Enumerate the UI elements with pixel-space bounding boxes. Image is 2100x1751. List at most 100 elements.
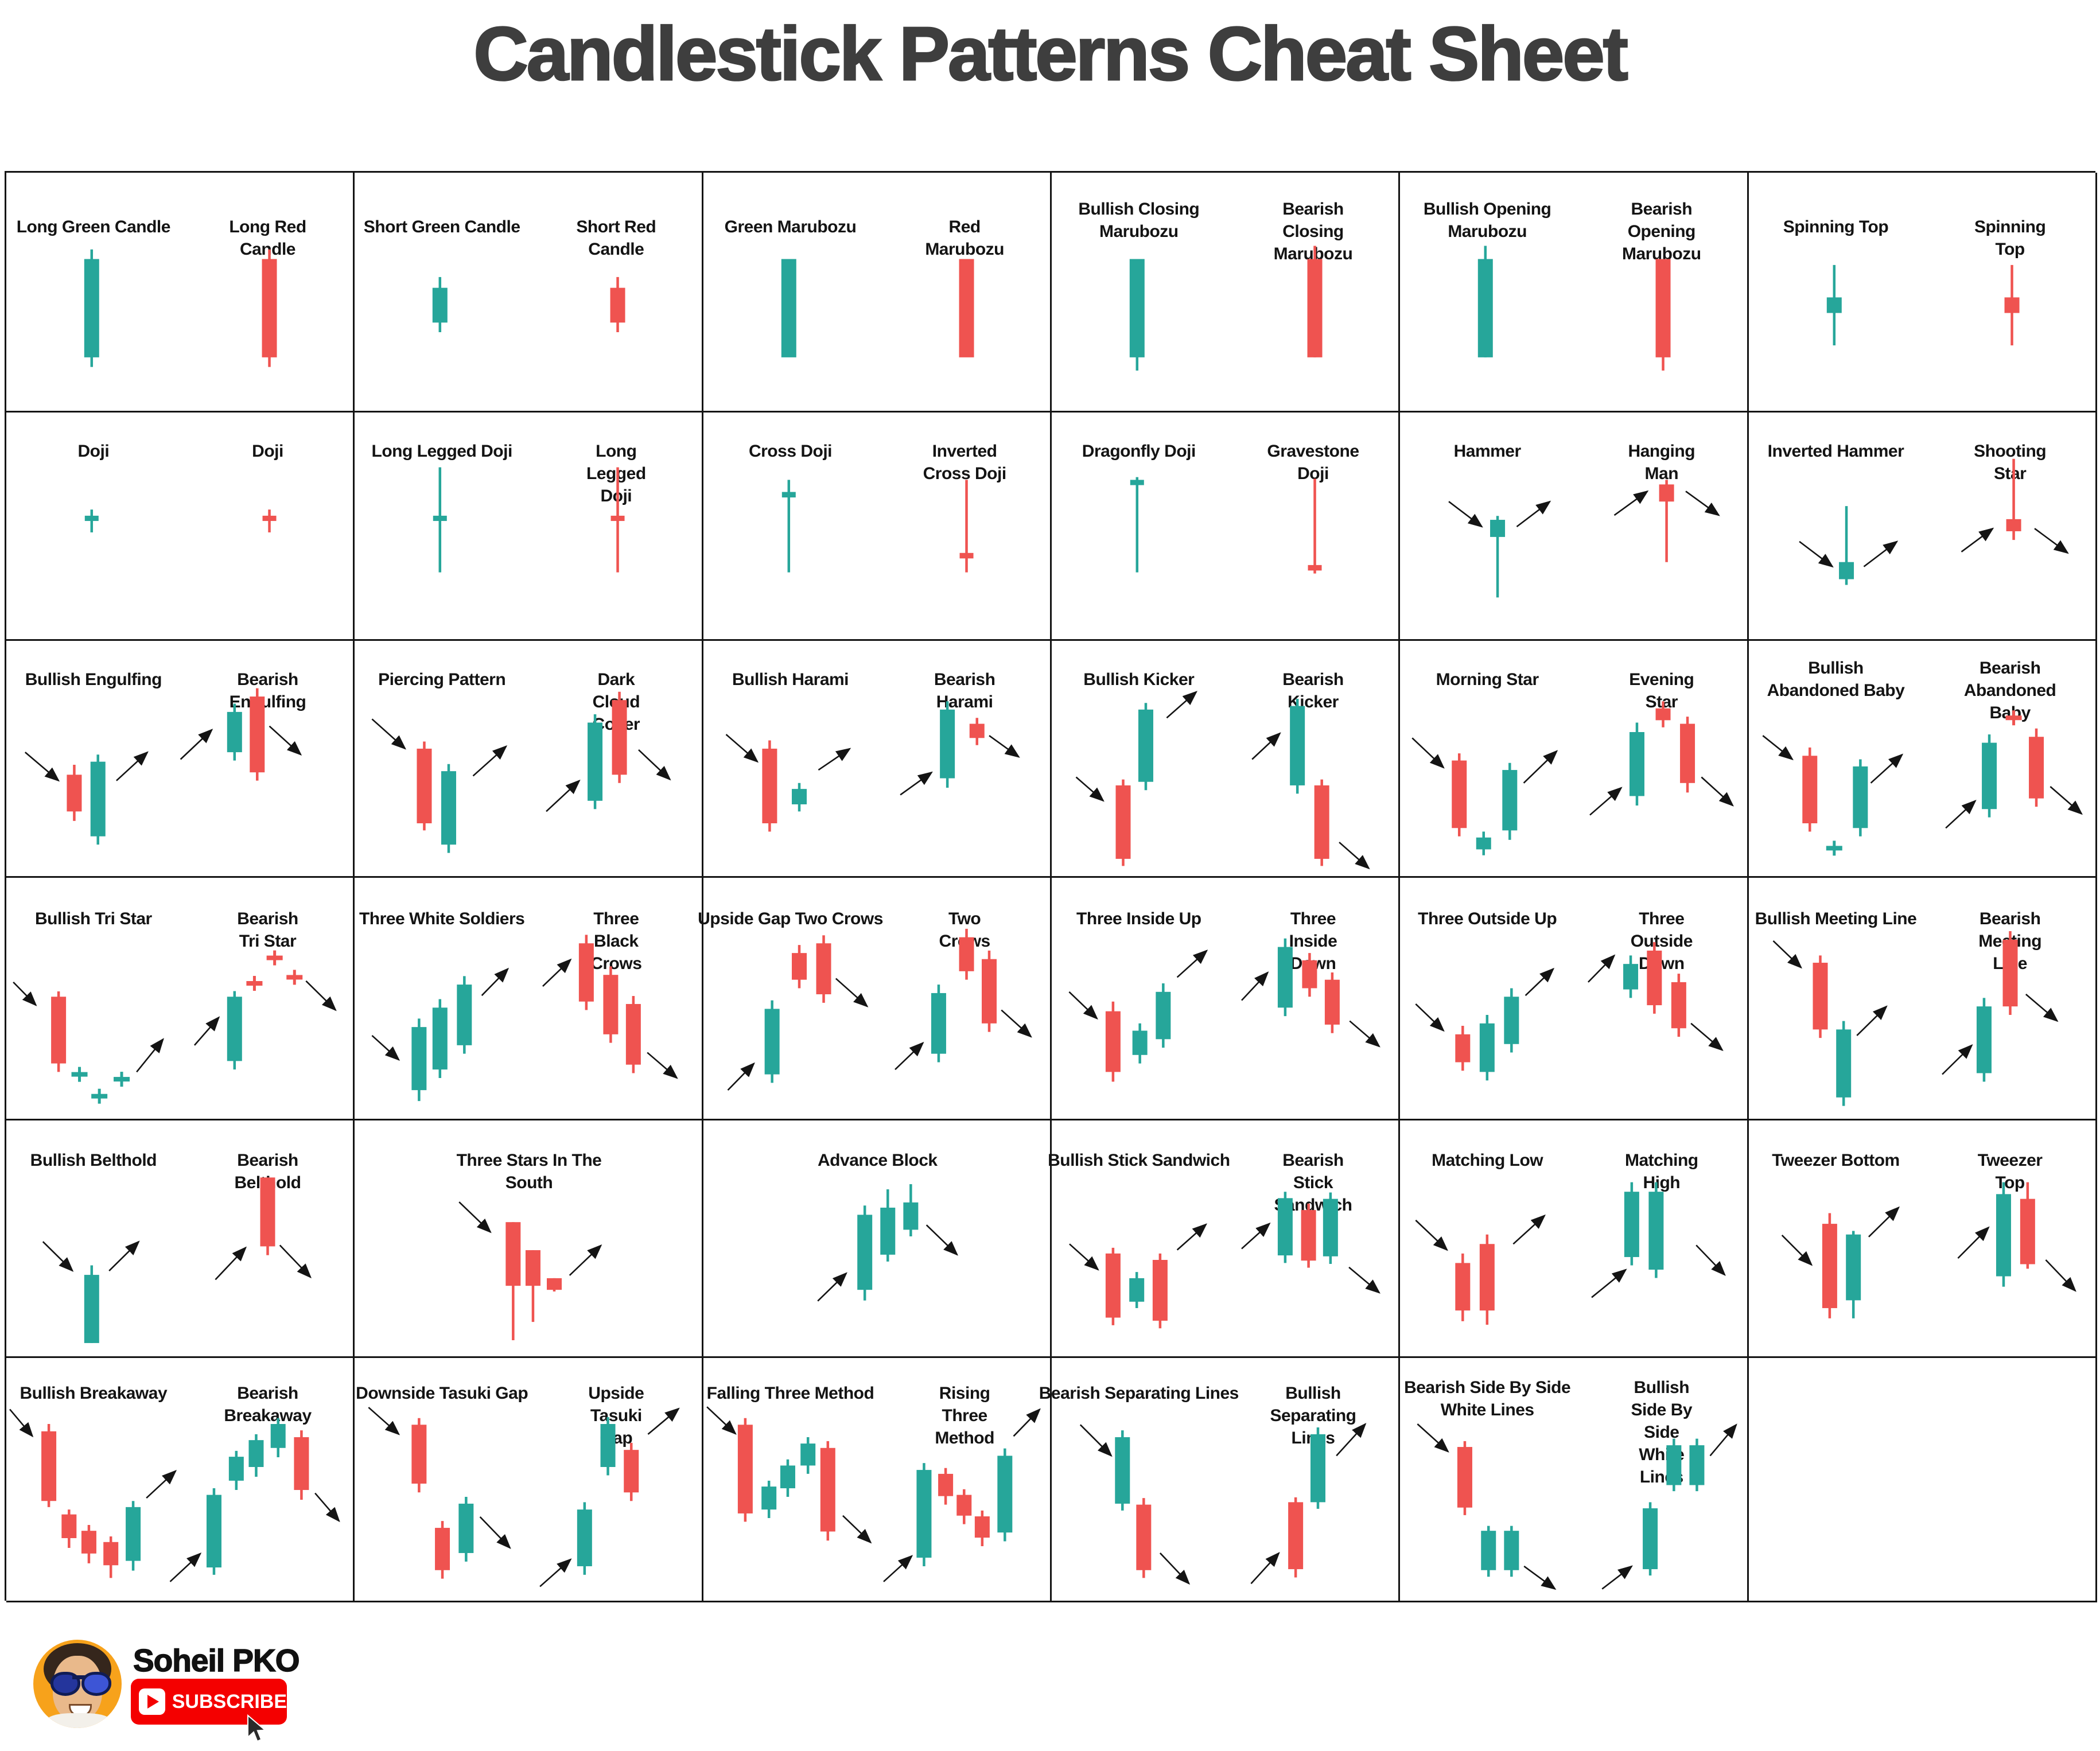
candle-body (84, 259, 99, 357)
pattern-canvas (1068, 938, 1380, 1082)
candle-body (1156, 991, 1171, 1040)
trend-arrow-down (1075, 776, 1105, 802)
trend-arrow-down (2045, 1259, 2076, 1292)
pattern-canvas (1075, 691, 1370, 870)
pattern-cell: Matching Low Matching High (1400, 1120, 1749, 1358)
pattern-canvas (1411, 701, 1735, 855)
doji-cross (91, 1094, 108, 1099)
candle-body (248, 1440, 264, 1467)
trend-arrow-up (546, 779, 581, 812)
candle-body (90, 761, 106, 836)
candle-body (2002, 939, 2018, 1007)
pattern-label: Spinning Top (1783, 217, 1889, 236)
candle-body (1502, 770, 1518, 831)
trend-arrow-up (900, 771, 933, 796)
candle-body (1308, 565, 1322, 571)
pattern-label: Advance Block (818, 1151, 938, 1170)
trend-arrow-down (1762, 735, 1794, 761)
candle-body (2006, 519, 2021, 531)
trend-arrow-up (1856, 1005, 1888, 1036)
candle-body (1504, 997, 1519, 1044)
candle-body (761, 1487, 776, 1510)
candle-body (880, 1207, 895, 1255)
trend-arrow-down (1701, 776, 1735, 807)
candle-body (41, 1431, 57, 1501)
avatar-shape (72, 1675, 85, 1679)
candle-body (1976, 1006, 1992, 1073)
candle-body (959, 937, 974, 971)
candle-body (1152, 1260, 1168, 1321)
candle-body (547, 1278, 562, 1290)
pattern-label: Hammer (1453, 442, 1522, 461)
trend-arrow-down (480, 1516, 512, 1549)
trend-arrow-down (2033, 528, 2069, 554)
pattern-canvas (42, 1177, 312, 1343)
trend-arrow-up (1945, 800, 1977, 829)
candle-body (1835, 1029, 1851, 1098)
pattern-grid: Long Green Candle Long Red Candle Short Gr… (5, 171, 2097, 1602)
candle-body (1655, 708, 1671, 721)
candle-body (959, 259, 974, 357)
doji-cross (1826, 846, 1842, 851)
trend-arrow-up (1512, 1214, 1546, 1245)
trend-arrow-up (1868, 1206, 1900, 1238)
candle-body (1455, 1263, 1471, 1311)
candle-body (67, 775, 82, 812)
trend-arrow-down (842, 1515, 872, 1544)
pattern-label: Matching Low (1432, 1151, 1543, 1170)
candle-body (956, 1495, 971, 1516)
pattern-label: Long Red Candle (229, 217, 306, 259)
candle-body (1504, 1531, 1519, 1570)
candle-body (1324, 979, 1340, 1025)
pattern-label: Long Legged Doji (586, 442, 646, 505)
trend-arrow-up (816, 1272, 847, 1302)
candle-body (780, 1465, 795, 1489)
candle-body (250, 696, 265, 773)
candle-body (981, 959, 997, 1024)
pattern-canvas (24, 688, 302, 845)
pattern-label: Inverted Hammer (1767, 442, 1904, 461)
youtube-play-icon (139, 1688, 165, 1715)
candle-body (1845, 1234, 1861, 1301)
candle-body (579, 943, 594, 1002)
candle-body (1290, 706, 1305, 785)
candle-body (959, 552, 974, 559)
candle-body (791, 953, 807, 980)
trend-arrow-up (1709, 1423, 1738, 1457)
candle-body (1314, 785, 1329, 859)
pattern-canvas (1826, 264, 2020, 345)
trend-arrow-up (1961, 527, 1994, 552)
candle-body (81, 1531, 96, 1554)
subscribe-button[interactable]: SUBSCRIBE (131, 1679, 287, 1725)
pattern-cell: Green Marubozu Red Marubozu (703, 173, 1052, 413)
candle-body (457, 985, 472, 1045)
trend-arrow-down (9, 1408, 34, 1438)
candle-body (1643, 1508, 1658, 1570)
pattern-cell: Tweezer Bottom Tweezer Top (1748, 1120, 2097, 1358)
candle-body (1623, 964, 1639, 990)
play-triangle-icon (147, 1695, 159, 1709)
candle-body (1132, 1030, 1148, 1055)
candle-body (612, 700, 627, 775)
trend-arrow-up (1589, 787, 1623, 816)
candle-body (1689, 1445, 1705, 1485)
trend-arrow-up (1336, 1423, 1367, 1457)
candle-body (1838, 562, 1854, 579)
trend-arrow-up (1250, 1552, 1280, 1585)
candle-body (1648, 1192, 1664, 1270)
trend-arrow-down (314, 1492, 340, 1523)
trend-arrow-down (1079, 1424, 1113, 1457)
pattern-canvas (1749, 1358, 2097, 1602)
pattern-label: Bearish Side By Side White Lines (1404, 1378, 1571, 1419)
candle-body (1138, 709, 1153, 782)
trend-arrow-down (647, 1052, 679, 1079)
candle-body (228, 1457, 244, 1481)
candle-body (800, 1443, 815, 1466)
candle-body (2028, 737, 2044, 799)
sunglasses-icon (50, 1672, 80, 1696)
trend-arrow-down (2050, 786, 2083, 815)
pattern-label: Bearish Harami (934, 670, 995, 711)
trend-arrow-up (1525, 967, 1555, 997)
